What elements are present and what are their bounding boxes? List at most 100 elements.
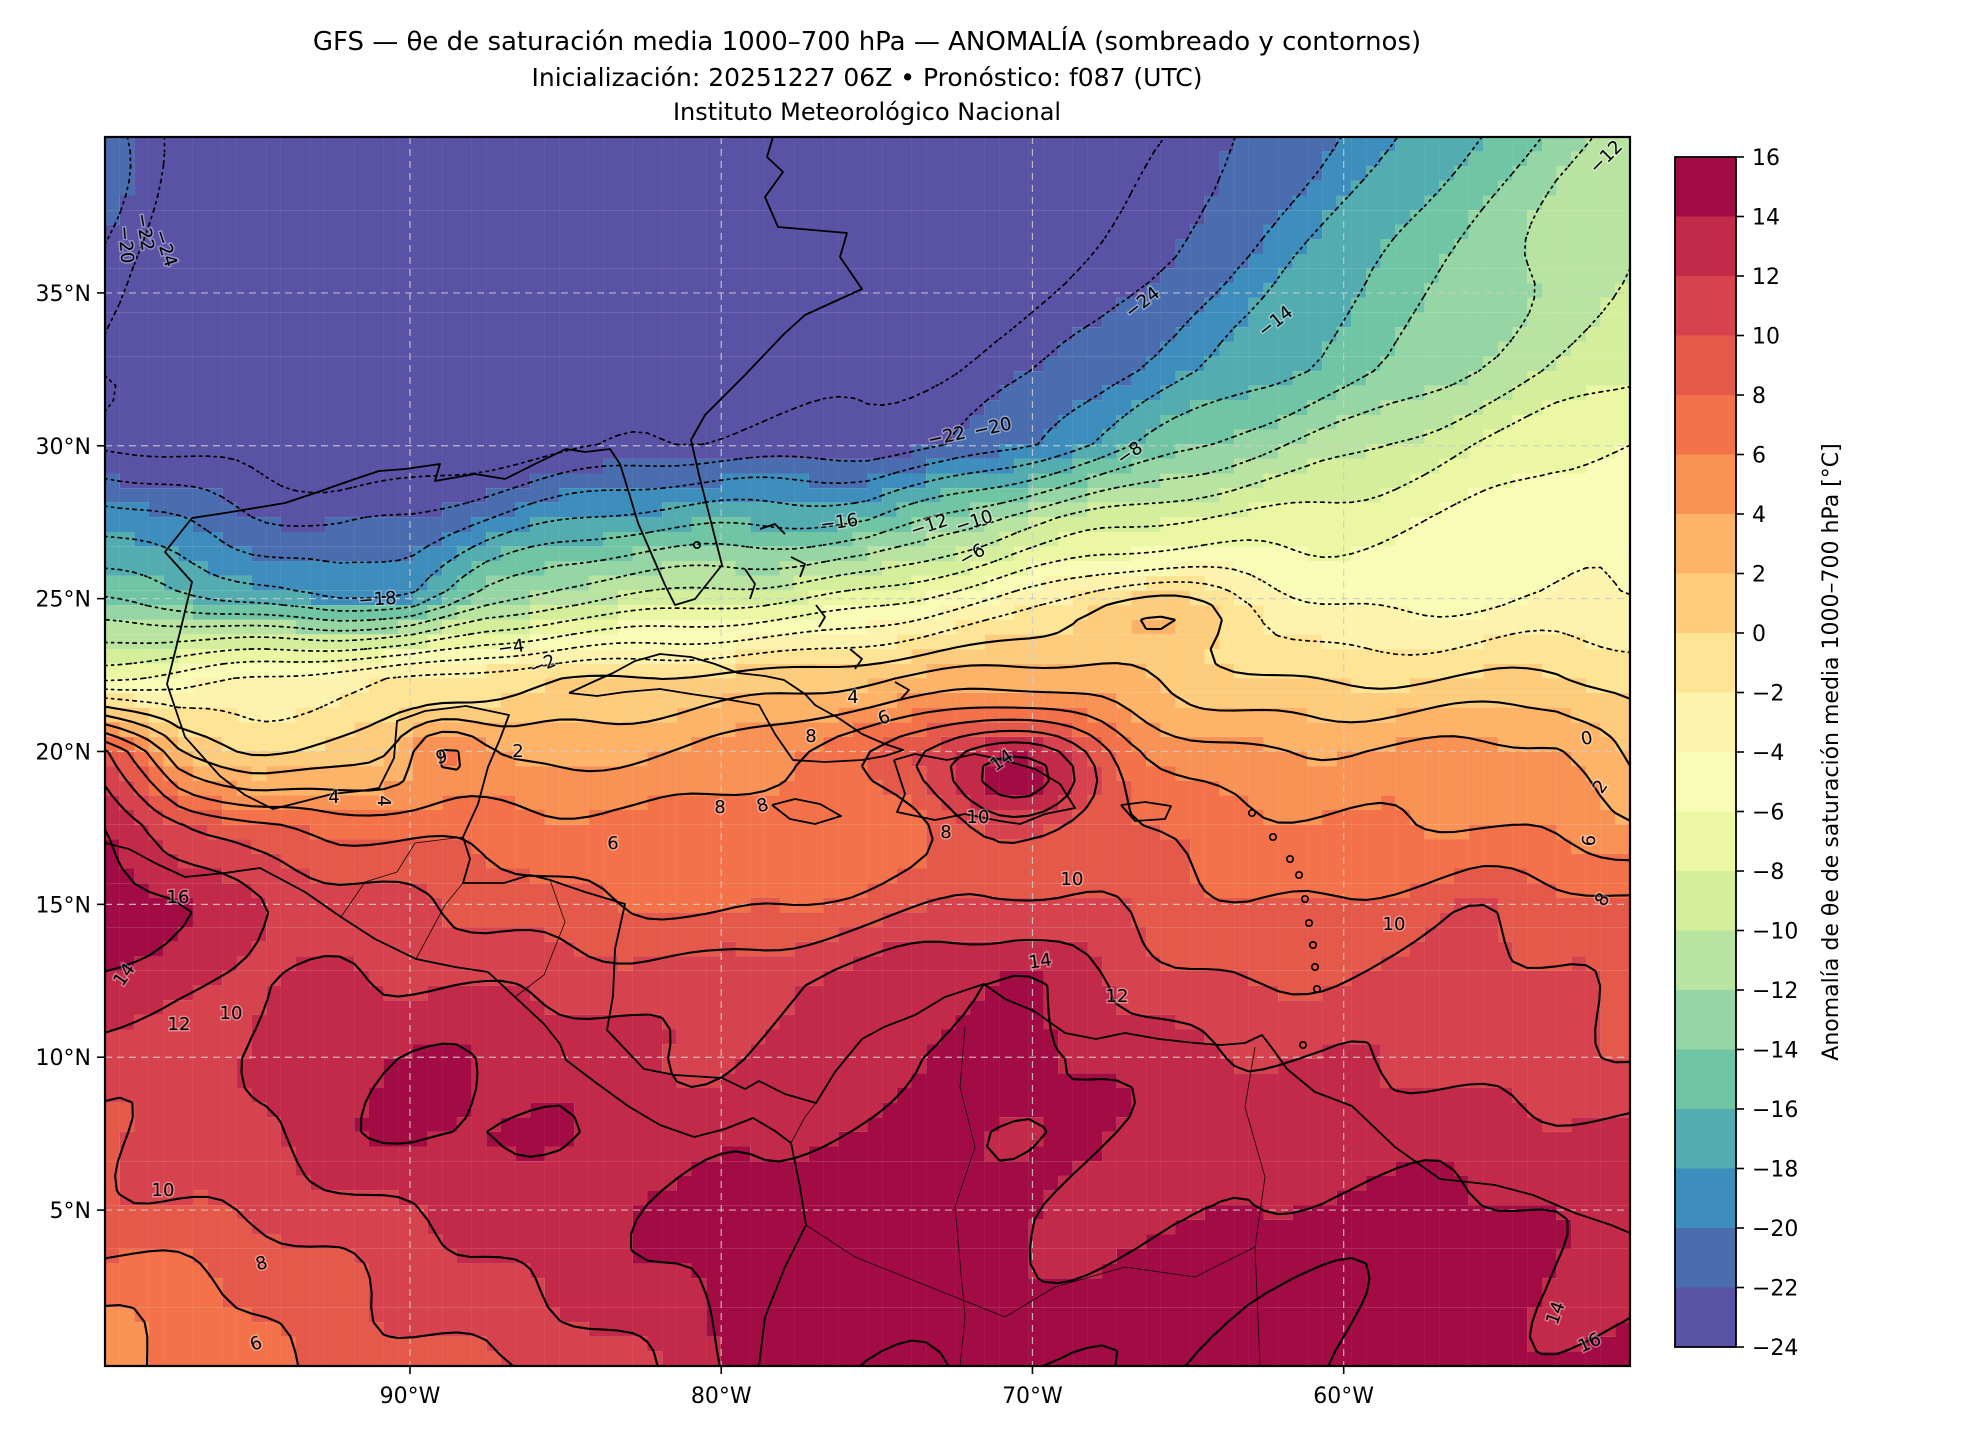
border-south-interior [805, 1224, 1256, 1318]
colorbar-tick-label-−20: −20 [1752, 1217, 1798, 1242]
colorbar-tick-label-−16: −16 [1752, 1098, 1798, 1123]
contour-label-−18-13: −18 [358, 588, 397, 612]
anomaly-band-6-to-8 [105, 707, 1630, 1366]
x-tick-label-90°W: 90°W [380, 1384, 441, 1409]
contour-dotted--12 [105, 137, 1595, 632]
colorbar-tick-label-14: 14 [1752, 206, 1780, 231]
colorbar-tick-label-−2: −2 [1752, 682, 1784, 707]
anomaly-band-14-to-16 [105, 751, 1630, 1366]
y-tick-label-5°N: 5°N [50, 1199, 91, 1224]
coastline-puerto-rico [1120, 801, 1172, 822]
colorbar-tick-label-10: 10 [1752, 325, 1780, 350]
contour-dotted--16 [105, 137, 1483, 612]
anomaly-band--8-to--6 [105, 385, 1630, 679]
y-tick-label-20°N: 20°N [36, 741, 91, 766]
anomaly-band--6-to--4 [105, 444, 1630, 693]
contour-label-6-36: 6 [1579, 834, 1601, 847]
colorbar-band-2-to-4 [1675, 514, 1736, 574]
colorbar-tick-label-−14: −14 [1752, 1039, 1798, 1064]
y-tick-label-25°N: 25°N [36, 588, 91, 613]
chart-title: GFS — θe de saturación media 1000–700 hP… [313, 25, 1421, 57]
contour-solid-4 [105, 687, 1630, 822]
y-tick-label-15°N: 15°N [36, 893, 91, 918]
island-dot-9 [1299, 1040, 1308, 1049]
contour-solid-14 [105, 755, 1630, 1366]
contour-label-14-39: 14 [1027, 950, 1053, 974]
colorbar-tick-label-−10: −10 [1752, 920, 1798, 945]
coastline-jamaica [771, 798, 842, 825]
contour-label-12-34: 12 [168, 1014, 191, 1035]
colorbar-tick-label-−24: −24 [1752, 1336, 1798, 1361]
contour-solid-8 [105, 718, 1630, 1366]
contour-label-−4-14: −4 [497, 635, 526, 659]
island-dot-6 [1309, 940, 1318, 949]
colorbar-tick-label-−6: −6 [1752, 801, 1784, 826]
colorbar-band--2-to-0 [1675, 633, 1736, 693]
contour-label-8-28: 8 [940, 822, 951, 843]
colorbar-axis-label: Anomalía de θe de saturación media 1000–… [1819, 443, 1844, 1060]
coastline-bahamas-3 [815, 604, 826, 628]
anomaly-band--18-to--16 [105, 137, 1484, 606]
border-guatemala-honduras [415, 882, 464, 960]
contour-solid-10 [105, 729, 1630, 1366]
colorbar-band-4-to-6 [1675, 454, 1736, 515]
coastline-hispaniola [893, 753, 1076, 825]
colorbar-band--12-to--10 [1675, 930, 1736, 991]
island-dot-1 [1269, 832, 1278, 841]
anomaly-band-12-to-14 [105, 736, 1630, 1366]
y-tick-label-35°N: 35°N [36, 282, 91, 307]
y-tick-label-10°N: 10°N [36, 1046, 91, 1071]
colorbar-tick-label-−4: −4 [1752, 741, 1784, 766]
coastline-mainland-north-america-to-south-america [164, 137, 1630, 1234]
graticule [105, 137, 1630, 1366]
contour-label-2-21: 2 [512, 741, 523, 762]
coastlines [105, 137, 1630, 1366]
colorbar-tick-label-8: 8 [1752, 384, 1766, 409]
contour-label-4-18: 4 [847, 687, 858, 708]
map-area: −20−22−24−24 −14−12−22 −20−8−16 −12 −10−6−18… [103, 135, 1632, 1368]
map-layers: −20−22−24−24 −14−12−22 −20−8−16 −12 −10−6−18… [105, 137, 1630, 1366]
contour-solid-16 [859, 1257, 1371, 1366]
anomaly-band-0-to-2 [105, 590, 1630, 781]
contour-label-10-41: 10 [152, 1180, 175, 1201]
anomaly-band--24-to--22 [105, 137, 1235, 533]
anomaly-band-4-to-6 [105, 693, 1630, 1366]
island-dot-8 [1313, 984, 1322, 993]
colorbar-tick-label-12: 12 [1752, 265, 1780, 290]
chart-subtitle-init-forecast: Inicialización: 20251227 06Z • Pronóstic… [532, 63, 1203, 92]
anomaly-band--22-to--20 [105, 137, 1337, 562]
contour-solid-2 [105, 615, 1630, 775]
contour-dotted--14 [105, 137, 1543, 622]
contour-dotted--24 [105, 137, 1166, 494]
contour-dotted--4 [105, 565, 1630, 691]
colorbar-tick-label-6: 6 [1752, 444, 1766, 469]
border-guatemala-north [340, 836, 464, 918]
colorbar-band-12-to-14 [1675, 216, 1736, 277]
colorbar-band--8-to--6 [1675, 811, 1736, 872]
colorbar-band-14-to-16 [1675, 157, 1736, 217]
colorbar-tick-label-−12: −12 [1752, 979, 1798, 1004]
colorbar-band--6-to--4 [1675, 752, 1736, 812]
contour-label-4-23: 4 [328, 787, 339, 808]
contour-label-10-31: 10 [1061, 869, 1084, 890]
island-dot-2 [1286, 854, 1295, 863]
contour-label-12-38: 12 [1106, 986, 1129, 1007]
colorbar-band--14-to--12 [1675, 990, 1736, 1050]
coastline-bahamas-2 [790, 556, 806, 578]
colorbar-band--10-to--8 [1675, 871, 1736, 931]
coastline-pacific-coast-central-america [105, 842, 807, 1366]
contour-solid-0 [105, 594, 1630, 757]
colorbar-tick-label-0: 0 [1752, 622, 1766, 647]
colorbar-band-8-to-10 [1675, 335, 1736, 396]
x-tick-label-70°W: 70°W [1002, 1384, 1063, 1409]
coastline-cuba [568, 653, 904, 763]
island-dot-4 [1301, 894, 1310, 903]
colorbar-band-0-to-2 [1675, 573, 1736, 634]
contour-dotted--20 [105, 137, 1342, 564]
x-tick-label-80°W: 80°W [691, 1384, 752, 1409]
border-honduras-nicaragua [514, 879, 566, 998]
coastline-bahamas-5 [894, 681, 910, 700]
anomaly-band-2-to-4 [119, 619, 1630, 825]
colorbar-band--4-to--2 [1675, 692, 1736, 753]
